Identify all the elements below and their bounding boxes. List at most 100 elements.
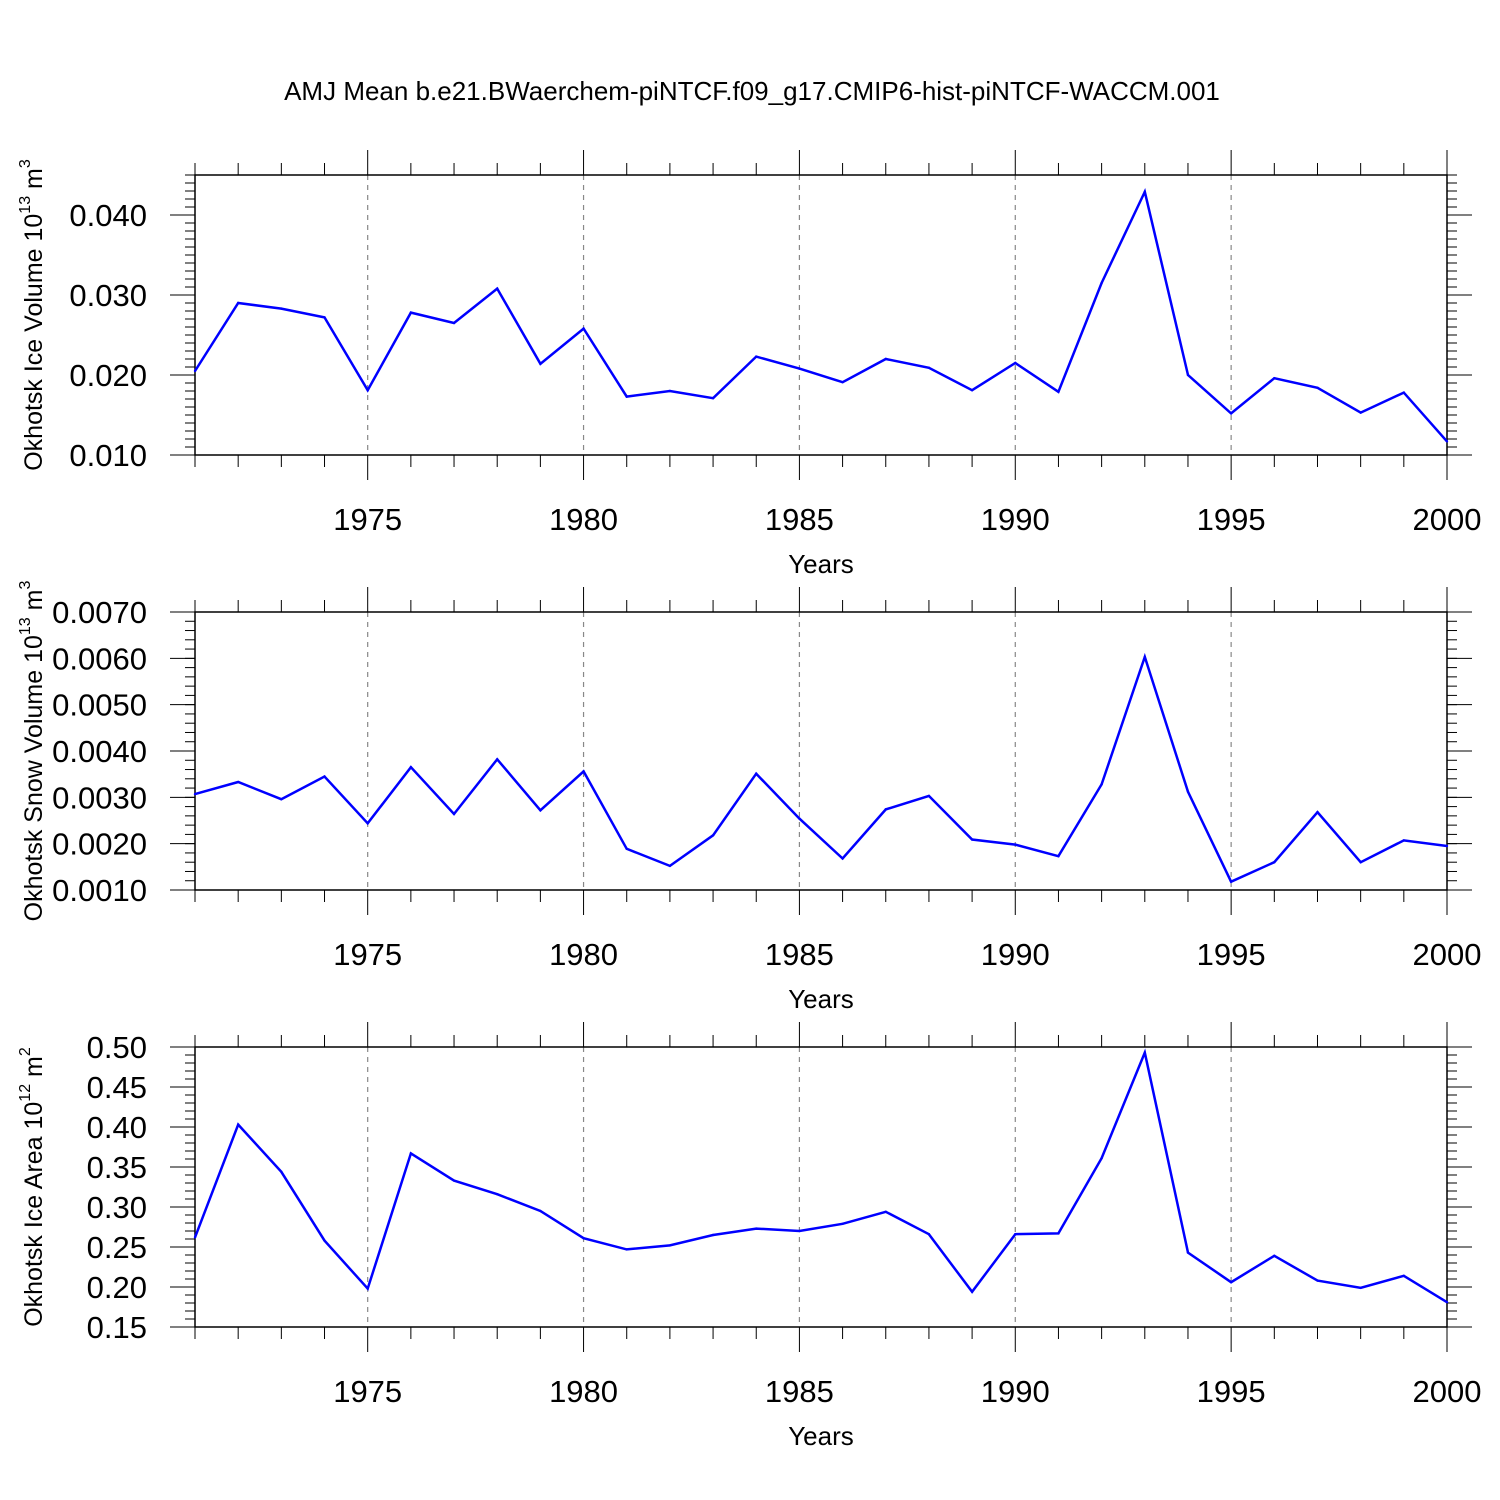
data-point [539,809,542,812]
y-tick-label: 0.0060 [52,641,147,676]
data-point [1273,861,1276,864]
series-line [193,188,1448,443]
data-point [1359,1286,1362,1290]
data-point [798,817,801,820]
series-line [194,652,1448,884]
panel-1: 0.010 0.020 0.030 0.040 1975 1980 1985 1990 1995… [17,150,1481,579]
x-tick-label: 2000 [1413,502,1482,537]
data-point [366,822,369,825]
data-point [1014,361,1017,365]
data-point [841,1222,844,1226]
data-point [1014,843,1017,846]
data-point [1186,790,1190,793]
data-point [884,357,887,361]
y-tick-label: 0.45 [87,1070,147,1105]
data-point [1273,1254,1276,1258]
data-point [280,797,283,801]
y-tick-label: 0.0040 [52,734,147,769]
y-tick-label: 0.15 [87,1310,147,1345]
y-tick-label: 0.0020 [52,827,147,862]
data-point [927,366,931,369]
data-point [582,327,585,330]
data-point [1057,854,1060,858]
data-point [970,1290,974,1294]
x-tick-label: 1990 [981,1374,1050,1409]
y-tick-label: 0.35 [87,1150,147,1185]
panel-2: 0.0010 0.0020 0.0030 0.0040 0.0050 0.0060 0.00… [17,581,1481,1014]
x-tick-label: 2000 [1413,1374,1482,1409]
x-tick-label: 1980 [549,937,618,972]
data-point [582,770,585,773]
data-point [625,1248,628,1251]
data-point [927,794,931,798]
data-point [366,389,369,392]
data-point [1143,655,1146,659]
x-tick-label: 1990 [981,937,1050,972]
data-point [539,362,542,365]
x-tick-label: 2000 [1413,937,1482,972]
series-line [193,1048,1448,1304]
data-point [1402,391,1406,394]
data-point [711,397,715,400]
data-point [1445,1301,1449,1304]
y-tick-label: 0.50 [87,1030,147,1065]
data-point [884,1210,887,1214]
data-point [1445,440,1449,443]
data-point [539,1209,542,1213]
data-point [668,389,672,393]
x-tick-label: 1995 [1197,937,1266,972]
y-axis-label: Okhotsk Ice Volume 1013 m3 [17,159,48,471]
x-tick-label: 1980 [549,502,618,537]
data-point [711,1233,715,1237]
data-point [193,1236,197,1239]
data-point [755,1227,758,1230]
data-point [1100,281,1103,285]
x-tick-label: 1985 [765,1374,834,1409]
y-tick-label: 0.40 [87,1110,147,1145]
data-point [193,369,197,373]
data-point [366,1287,369,1290]
x-axis-label: Years [788,549,854,579]
data-point [1316,810,1319,814]
data-point [798,367,801,370]
x-tick-label: 1975 [333,937,402,972]
chart-title: AMJ Mean b.e21.BWaerchem-piNTCF.f09_g17.… [284,76,1220,106]
data-point [409,311,413,314]
data-point [323,775,326,778]
y-tick-label: 0.25 [87,1230,147,1265]
data-point [1057,390,1060,393]
data-point [193,792,197,796]
x-tick-label: 1985 [765,502,834,537]
data-point [323,1239,326,1242]
data-point [409,766,413,769]
data-point [1273,377,1276,380]
data-point [1402,1274,1406,1278]
data-point [841,857,844,860]
data-point [625,847,628,850]
x-tick-label: 1995 [1197,502,1266,537]
data-point [1359,411,1362,414]
data-point [1186,1251,1190,1254]
x-axis-label: Years [788,984,854,1014]
data-point [1445,844,1449,848]
x-axis-label: Years [788,1421,854,1451]
data-point [280,307,283,310]
data-point [1186,373,1190,377]
data-point [1057,1232,1060,1235]
y-tick-label: 0.20 [87,1270,147,1305]
data-point [1229,412,1233,415]
data-point [755,355,758,358]
panel-3: 0.15 0.20 0.25 0.30 0.35 0.40 0.45 0.50 1975 1980… [17,1022,1481,1451]
y-tick-label: 0.010 [69,438,147,473]
x-tick-label: 1980 [549,1374,618,1409]
data-point [755,772,758,775]
data-point [496,758,499,761]
x-tick-label: 1995 [1197,1374,1266,1409]
y-tick-label: 0.0030 [52,780,147,815]
y-tick-label: 0.040 [69,198,147,233]
y-tick-label: 0.0050 [52,688,147,723]
data-point [1229,880,1233,883]
data-point [970,389,974,392]
data-point [625,395,628,398]
